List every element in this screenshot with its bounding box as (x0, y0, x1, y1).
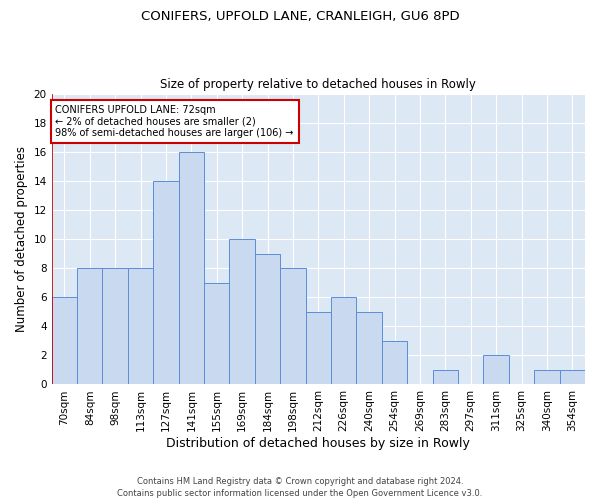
Bar (560, 370, 585, 384)
Text: Contains HM Land Registry data © Crown copyright and database right 2024.
Contai: Contains HM Land Registry data © Crown c… (118, 476, 482, 498)
Bar (331, 297, 356, 384)
Bar (229, 239, 255, 384)
Bar (128, 268, 153, 384)
Bar (484, 356, 509, 384)
Text: CONIFERS UPFOLD LANE: 72sqm
← 2% of detached houses are smaller (2)
98% of semi-: CONIFERS UPFOLD LANE: 72sqm ← 2% of deta… (55, 105, 294, 138)
Bar (153, 181, 179, 384)
Bar (103, 268, 128, 384)
Bar (382, 341, 407, 384)
Y-axis label: Number of detached properties: Number of detached properties (15, 146, 28, 332)
Bar (305, 312, 331, 384)
Bar (204, 282, 229, 384)
Bar (433, 370, 458, 384)
Bar (255, 254, 280, 384)
Bar (534, 370, 560, 384)
Title: Size of property relative to detached houses in Rowly: Size of property relative to detached ho… (160, 78, 476, 91)
Bar (280, 268, 305, 384)
Bar (52, 297, 77, 384)
X-axis label: Distribution of detached houses by size in Rowly: Distribution of detached houses by size … (166, 437, 470, 450)
Bar (356, 312, 382, 384)
Bar (179, 152, 204, 384)
Bar (77, 268, 103, 384)
Text: CONIFERS, UPFOLD LANE, CRANLEIGH, GU6 8PD: CONIFERS, UPFOLD LANE, CRANLEIGH, GU6 8P… (140, 10, 460, 23)
